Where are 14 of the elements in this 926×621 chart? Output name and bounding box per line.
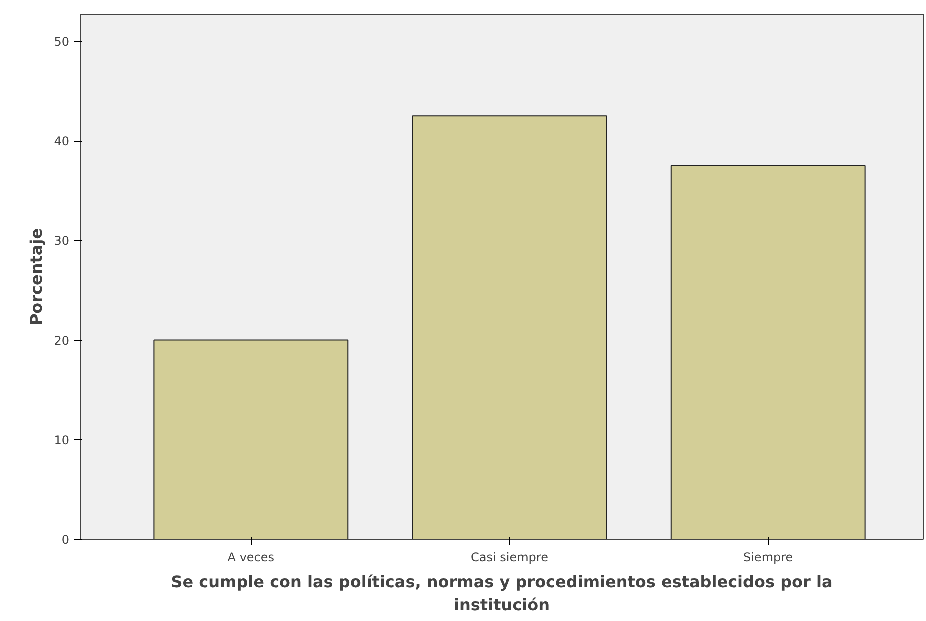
bar bbox=[670, 165, 866, 540]
x-tick-label: Siempre bbox=[744, 550, 794, 564]
x-axis-title: Se cumple con las políticas, normas y procedimientos establecidos por la institución bbox=[171, 572, 833, 614]
y-tick-label: 20 bbox=[54, 334, 70, 348]
y-tick-label: 40 bbox=[54, 134, 70, 149]
x-tick-label: A veces bbox=[228, 550, 275, 564]
x-tick-label: Casi siempre bbox=[471, 550, 548, 564]
y-axis-title: Porcentaje bbox=[27, 228, 46, 326]
y-tick-label: 0 bbox=[62, 533, 70, 547]
y-tick-label: 30 bbox=[54, 234, 70, 248]
y-tick-label: 50 bbox=[54, 34, 70, 49]
bar bbox=[154, 340, 349, 540]
y-tick-label: 10 bbox=[54, 433, 70, 448]
bar bbox=[412, 116, 608, 540]
